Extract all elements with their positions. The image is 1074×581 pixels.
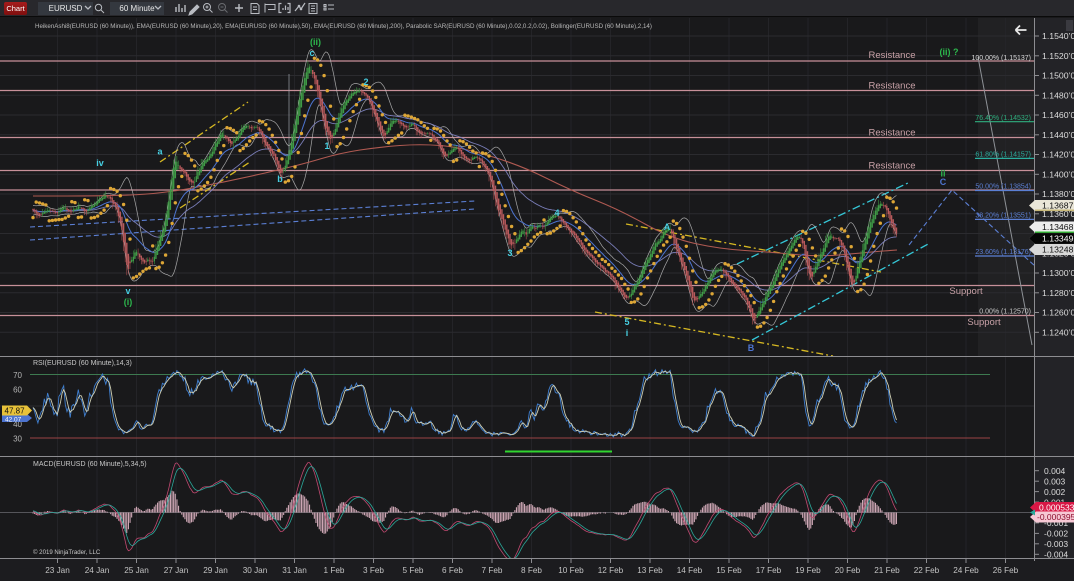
svg-text:0.004: 0.004 (1044, 466, 1066, 476)
svg-text:B: B (748, 343, 755, 353)
svg-text:40: 40 (13, 420, 22, 429)
svg-text:1: 1 (324, 141, 329, 151)
svg-text:10 Feb: 10 Feb (558, 566, 584, 575)
svg-text:5 Feb: 5 Feb (403, 566, 424, 575)
svg-text:14 Feb: 14 Feb (677, 566, 703, 575)
svg-text:1.1520’0: 1.1520’0 (1042, 51, 1074, 61)
svg-text:Resistance: Resistance (869, 81, 916, 92)
svg-text:© 2019 NinjaTrader, LLC: © 2019 NinjaTrader, LLC (33, 549, 101, 556)
svg-text:20 Feb: 20 Feb (835, 566, 861, 575)
svg-text:2: 2 (363, 77, 368, 87)
svg-text:a: a (157, 147, 163, 157)
svg-text:8 Feb: 8 Feb (521, 566, 542, 575)
svg-text:(i): (i) (124, 297, 133, 307)
svg-text:38.20% (1.13551): 38.20% (1.13551) (975, 213, 1031, 220)
svg-text:61.80% (1.14157): 61.80% (1.14157) (975, 152, 1031, 159)
svg-text:1.1500’0: 1.1500’0 (1042, 71, 1074, 81)
svg-text:25 Jan: 25 Jan (124, 566, 149, 575)
svg-text:1.1400’0: 1.1400’0 (1042, 169, 1074, 179)
svg-text:Support: Support (949, 286, 983, 297)
svg-text:1.1380’0: 1.1380’0 (1042, 189, 1074, 199)
svg-text:15 Feb: 15 Feb (716, 566, 742, 575)
svg-text:1.1280’0: 1.1280’0 (1042, 288, 1074, 298)
svg-text:1.1480’0: 1.1480’0 (1042, 90, 1074, 100)
svg-text:MACD(EURUSD (60 Minute),5,34,5: MACD(EURUSD (60 Minute),5,34,5) (33, 461, 147, 468)
svg-text:1.1440’0: 1.1440’0 (1042, 130, 1074, 140)
svg-text:A: A (664, 222, 671, 232)
svg-text:42.07: 42.07 (5, 417, 22, 424)
svg-text:Resistance: Resistance (869, 128, 916, 139)
svg-text:12 Feb: 12 Feb (598, 566, 624, 575)
svg-text:0.003: 0.003 (1044, 477, 1066, 487)
svg-text:60: 60 (13, 386, 22, 395)
svg-text:21 Feb: 21 Feb (874, 566, 900, 575)
svg-text:4: 4 (554, 208, 559, 218)
svg-text:-0.000395: -0.000395 (1037, 512, 1074, 522)
svg-text:1.1540’0: 1.1540’0 (1042, 31, 1074, 41)
svg-text:Resistance: Resistance (869, 161, 916, 172)
svg-text:0.00% (1.12570): 0.00% (1.12570) (979, 309, 1031, 316)
svg-text:1.1260’0: 1.1260’0 (1042, 308, 1074, 318)
svg-text:0.002: 0.002 (1044, 487, 1066, 497)
svg-text:-0.002: -0.002 (1044, 529, 1068, 539)
svg-text:29 Jan: 29 Jan (203, 566, 228, 575)
svg-text:23 Jan: 23 Jan (45, 566, 70, 575)
svg-text:i: i (626, 328, 629, 338)
svg-text:27 Jan: 27 Jan (164, 566, 189, 575)
svg-text:c: c (309, 48, 314, 58)
svg-text:-0.004: -0.004 (1044, 550, 1068, 560)
svg-text:1.13687: 1.13687 (1042, 201, 1074, 211)
svg-text:5: 5 (624, 317, 629, 327)
svg-text:19 Feb: 19 Feb (795, 566, 821, 575)
svg-text:47.87: 47.87 (5, 407, 26, 416)
svg-text:70: 70 (13, 371, 22, 380)
svg-text:3: 3 (507, 248, 512, 258)
svg-text:30: 30 (13, 435, 22, 444)
svg-text:v: v (125, 286, 130, 296)
svg-text:1.13248: 1.13248 (1042, 245, 1074, 255)
svg-text:24 Feb: 24 Feb (953, 566, 979, 575)
svg-text:6 Feb: 6 Feb (442, 566, 463, 575)
svg-text:0.000533: 0.000533 (1039, 503, 1074, 513)
svg-text:1 Feb: 1 Feb (324, 566, 345, 575)
svg-text:23.60% (1.13176): 23.60% (1.13176) (975, 249, 1031, 256)
svg-text:RSI(EURUSD (60 Minute),14,3): RSI(EURUSD (60 Minute),14,3) (33, 360, 132, 367)
svg-text:1.1300’0: 1.1300’0 (1042, 268, 1074, 278)
svg-text:1.13349: 1.13349 (1042, 234, 1074, 244)
svg-text:Support: Support (967, 317, 1001, 328)
svg-text:(ii): (ii) (310, 37, 321, 47)
svg-text:31 Jan: 31 Jan (282, 566, 307, 575)
svg-text:7 Feb: 7 Feb (482, 566, 503, 575)
svg-text:1.1240’0: 1.1240’0 (1042, 327, 1074, 337)
svg-text:HeikenAshi8(EURUSD (60 Minute): HeikenAshi8(EURUSD (60 Minute)), EMA(EUR… (35, 23, 652, 30)
svg-text:13 Feb: 13 Feb (637, 566, 663, 575)
svg-text:C: C (940, 177, 947, 187)
svg-text:26 Feb: 26 Feb (993, 566, 1019, 575)
svg-text:30 Jan: 30 Jan (243, 566, 268, 575)
svg-text:1.13468: 1.13468 (1042, 222, 1074, 232)
svg-text:-0.001: -0.001 (1044, 518, 1068, 528)
svg-text:22 Feb: 22 Feb (914, 566, 940, 575)
svg-text:50.00% (1.13854): 50.00% (1.13854) (975, 184, 1031, 191)
svg-text:1.1360’0: 1.1360’0 (1042, 209, 1074, 219)
svg-text:Resistance: Resistance (869, 50, 916, 61)
svg-text:iv: iv (96, 158, 104, 168)
svg-text:1.1460’0: 1.1460’0 (1042, 110, 1074, 120)
svg-text:ii: ii (940, 169, 945, 179)
svg-text:(ii) ?: (ii) ? (940, 47, 959, 57)
svg-text:1.1420’0: 1.1420’0 (1042, 150, 1074, 160)
svg-text:24 Jan: 24 Jan (85, 566, 110, 575)
svg-text:100.00% (1.15137): 100.00% (1.15137) (971, 55, 1031, 62)
svg-text:17 Feb: 17 Feb (756, 566, 782, 575)
svg-text:b: b (277, 174, 283, 184)
svg-text:76.40% (1.14532): 76.40% (1.14532) (975, 115, 1031, 122)
svg-text:3 Feb: 3 Feb (363, 566, 384, 575)
svg-text:-0.003: -0.003 (1044, 539, 1068, 549)
